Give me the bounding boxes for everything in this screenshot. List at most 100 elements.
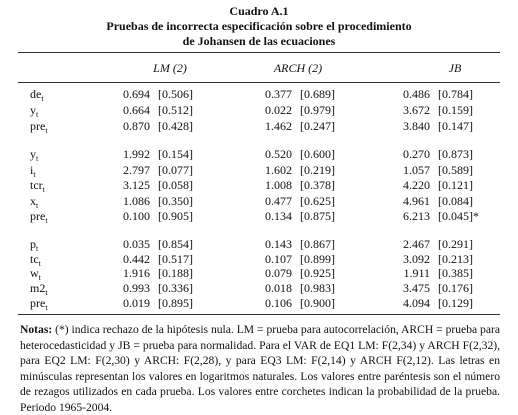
subscript: t xyxy=(41,94,44,103)
probability: [0.895] xyxy=(158,295,193,310)
row-label: det xyxy=(30,87,44,106)
probability: [0.875] xyxy=(300,209,335,223)
probability: [0.979] xyxy=(300,103,335,117)
subscript: t xyxy=(36,200,39,210)
row-label: pret xyxy=(30,119,48,138)
statistic: 0.477 xyxy=(265,193,292,208)
statistic: 0.270 xyxy=(403,147,430,161)
column-header: ARCH (2) xyxy=(273,61,323,75)
statistic: 4.094 xyxy=(403,295,430,310)
probability: [0.336] xyxy=(158,281,193,296)
statistic: 0.993 xyxy=(123,281,150,296)
probability: [0.900] xyxy=(300,295,335,310)
subscript: t xyxy=(38,273,41,283)
column-header: JB xyxy=(448,61,462,75)
subscript: t xyxy=(45,302,48,312)
table-title: Cuadro A.1 xyxy=(229,4,289,18)
statistic: 0.107 xyxy=(265,251,292,266)
notes: Notas: (*) indica rechazo de la hipótesi… xyxy=(20,322,500,415)
statistic: 0.143 xyxy=(265,237,292,251)
row-label: m2t xyxy=(30,281,48,300)
probability: [0.147] xyxy=(438,119,473,133)
statistic: 0.486 xyxy=(403,87,430,101)
statistic: 0.035 xyxy=(123,237,150,251)
probability: [0.159] xyxy=(438,103,473,117)
probability: [0.784] xyxy=(438,87,473,101)
probability: [0.247] xyxy=(300,119,335,133)
subscript: t xyxy=(36,154,39,163)
subscript: t xyxy=(33,169,36,179)
probability: [0.219] xyxy=(300,162,335,177)
row-label: pret xyxy=(30,209,48,228)
variable: y xyxy=(30,103,36,117)
statistic: 0.019 xyxy=(123,295,150,310)
statistic: 1.086 xyxy=(123,193,150,208)
subscript: t xyxy=(45,126,48,135)
variable: y xyxy=(30,147,36,161)
statistic: 0.134 xyxy=(265,209,292,223)
statistic: 2.467 xyxy=(403,237,430,251)
subscript: t xyxy=(45,216,48,225)
variable: p xyxy=(30,237,36,251)
probability: [0.873] xyxy=(438,147,473,161)
column-header: LM (2) xyxy=(153,61,187,75)
subscript: t xyxy=(36,110,39,119)
statistic: 3.672 xyxy=(403,103,430,117)
statistic: 1.057 xyxy=(403,162,430,177)
statistic: 0.022 xyxy=(265,103,292,117)
statistic: 0.377 xyxy=(265,87,292,101)
probability: [0.905] xyxy=(158,209,193,223)
probability: [0.058] xyxy=(158,178,193,192)
row-label: yt xyxy=(30,103,38,122)
statistic: 2.797 xyxy=(123,162,150,177)
probability: [0.589] xyxy=(438,162,473,177)
probability: [0.983] xyxy=(300,281,335,296)
row-label: pret xyxy=(30,296,48,315)
rule xyxy=(18,314,500,315)
statistic: 0.520 xyxy=(265,147,292,161)
probability: [0.517] xyxy=(158,251,193,266)
variable: pre xyxy=(30,295,46,310)
probability: [0.506] xyxy=(158,87,193,101)
probability: [0.854] xyxy=(158,237,193,251)
row-label: pt xyxy=(30,237,38,256)
notes-text: (*) indica rechazo de la hipótesis nula.… xyxy=(20,323,500,414)
variable: pre xyxy=(30,209,46,223)
statistic: 0.100 xyxy=(123,209,150,223)
statistic: 1.462 xyxy=(265,119,292,133)
probability: [0.899] xyxy=(300,251,335,266)
statistic: 1.916 xyxy=(123,266,150,281)
variable: w xyxy=(30,266,39,281)
probability: [0.084] xyxy=(438,193,473,208)
probability: [0.154] xyxy=(158,147,193,161)
probability: [0.625] xyxy=(300,193,335,208)
statistic: 0.664 xyxy=(123,103,150,117)
statistic: 3.092 xyxy=(403,251,430,266)
probability: [0.121] xyxy=(438,178,473,192)
row-label: xt xyxy=(30,194,38,213)
row-label: it xyxy=(30,163,36,182)
statistic: 1.992 xyxy=(123,147,150,161)
rule xyxy=(18,52,500,53)
statistic: 6.213 xyxy=(403,209,430,223)
row-label: tct xyxy=(30,252,41,271)
probability: [0.176] xyxy=(438,281,473,296)
statistic: 1.008 xyxy=(265,178,292,192)
statistic: 4.961 xyxy=(403,193,430,208)
statistic: 3.475 xyxy=(403,281,430,296)
probability: [0.378] xyxy=(300,178,335,192)
subscript: t xyxy=(36,244,39,253)
statistic: 3.125 xyxy=(123,178,150,192)
probability: [0.428] xyxy=(158,119,193,133)
variable: i xyxy=(30,162,34,177)
probability: [0.129] xyxy=(438,295,473,310)
row-label: yt xyxy=(30,147,38,166)
probability: [0.188] xyxy=(158,266,193,281)
variable: m2 xyxy=(30,281,46,296)
table-subtitle: de Johansen de las ecuaciones xyxy=(182,34,336,48)
variable: pre xyxy=(30,119,46,133)
probability: [0.077] xyxy=(158,162,193,177)
subscript: t xyxy=(45,288,48,298)
probability: [0.045]* xyxy=(438,209,479,223)
